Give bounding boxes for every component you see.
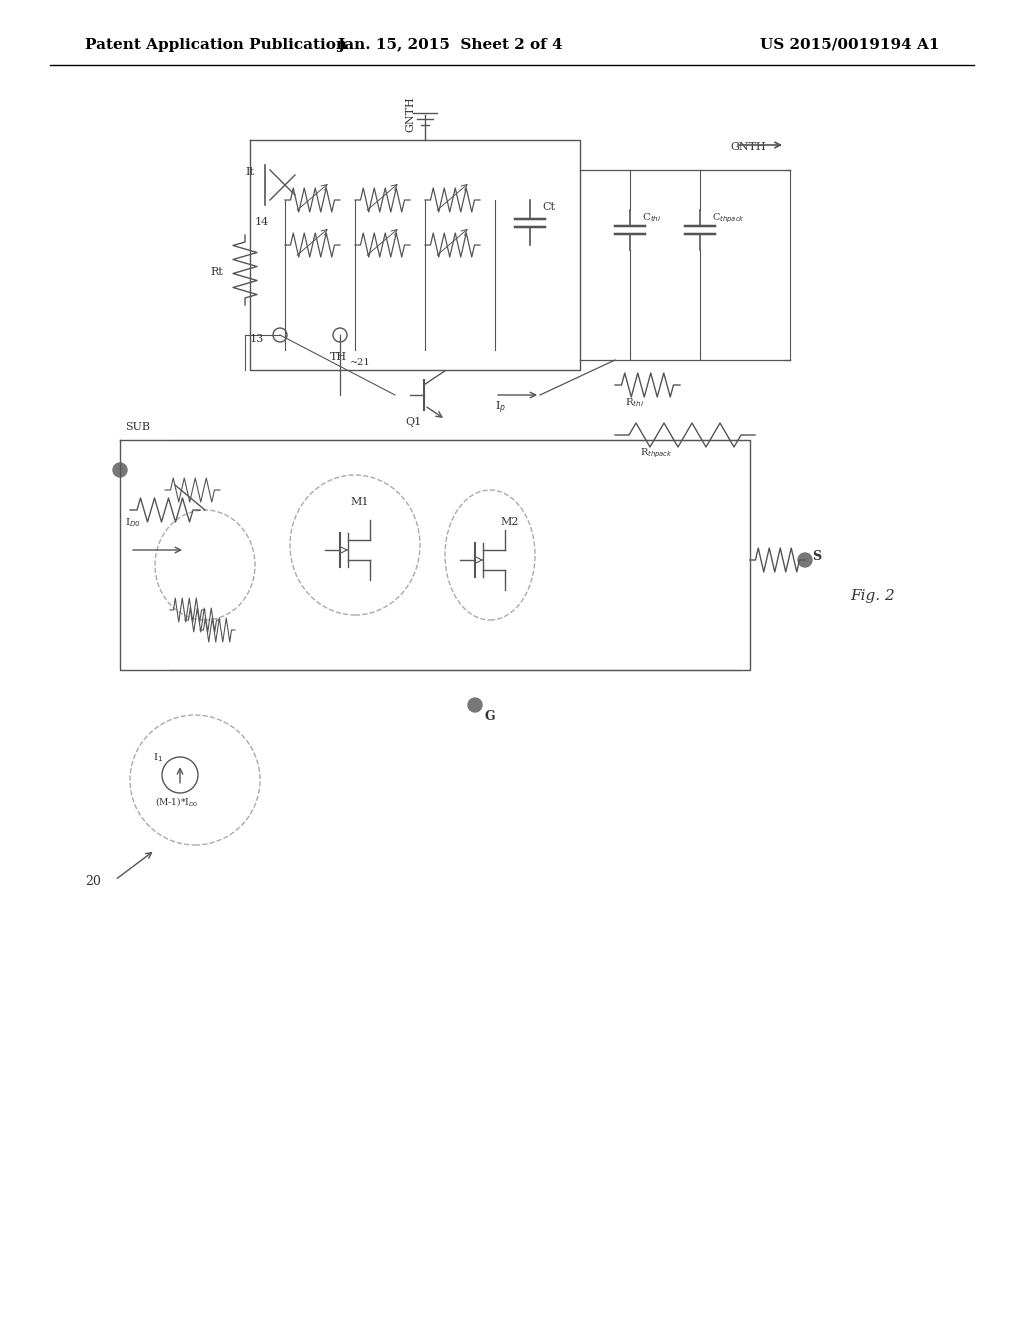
Circle shape <box>798 553 812 568</box>
Text: Rt: Rt <box>210 267 223 277</box>
Text: SUB: SUB <box>125 422 150 432</box>
Text: G: G <box>485 710 496 723</box>
Text: R$_{thi}$: R$_{thi}$ <box>625 396 644 409</box>
Text: Fig. 2: Fig. 2 <box>850 589 895 603</box>
Text: Patent Application Publication: Patent Application Publication <box>85 38 347 51</box>
Text: M2: M2 <box>500 517 518 527</box>
Text: C$_{thpack}$: C$_{thpack}$ <box>712 211 744 224</box>
Text: R$_{thpack}$: R$_{thpack}$ <box>640 446 673 459</box>
Text: Jan. 15, 2015  Sheet 2 of 4: Jan. 15, 2015 Sheet 2 of 4 <box>337 38 563 51</box>
Text: GNTH: GNTH <box>406 96 415 132</box>
Text: I$_{D0}$: I$_{D0}$ <box>125 516 141 529</box>
Text: Ct: Ct <box>542 202 555 213</box>
Text: (M-1)*I$_{D0}$: (M-1)*I$_{D0}$ <box>155 796 199 808</box>
Text: 13: 13 <box>250 334 264 345</box>
Text: M1: M1 <box>350 498 369 507</box>
Text: 20: 20 <box>85 875 101 888</box>
Text: C$_{thi}$: C$_{thi}$ <box>642 211 662 224</box>
Text: ~21: ~21 <box>350 358 371 367</box>
Text: Q1: Q1 <box>406 417 421 426</box>
Text: GNTH: GNTH <box>730 143 766 152</box>
Text: 14: 14 <box>255 216 269 227</box>
Text: I$_1$: I$_1$ <box>153 751 163 764</box>
Circle shape <box>468 698 482 711</box>
Circle shape <box>113 463 127 477</box>
Text: I$_p$: I$_p$ <box>495 400 506 416</box>
Text: US 2015/0019194 A1: US 2015/0019194 A1 <box>761 38 940 51</box>
Text: It: It <box>245 168 254 177</box>
Text: S: S <box>812 550 821 564</box>
Text: TH: TH <box>330 352 347 362</box>
